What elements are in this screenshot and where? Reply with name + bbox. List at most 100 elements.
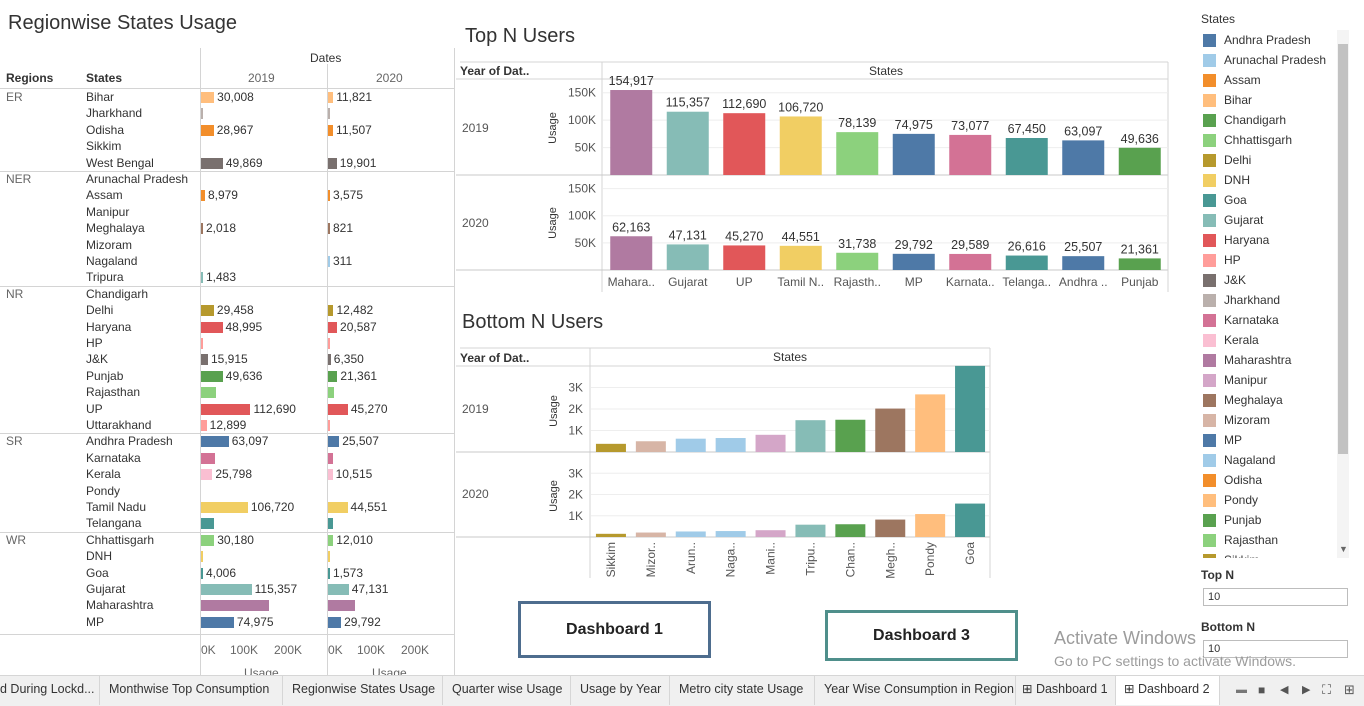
bottom-bar[interactable] bbox=[635, 441, 666, 452]
bottom-bar[interactable] bbox=[955, 503, 986, 537]
presentation-icon[interactable]: ⛶ bbox=[1322, 682, 1332, 697]
tab-during-lockdown[interactable]: d During Lockd... bbox=[0, 676, 100, 705]
tab-year-wise-consumption[interactable]: Year Wise Consumption in Region bbox=[815, 676, 1016, 705]
filmstrip-icon[interactable]: ▬ bbox=[1236, 684, 1247, 696]
legend-item[interactable]: Rajasthan bbox=[1203, 530, 1278, 550]
bottom-bar[interactable] bbox=[955, 365, 986, 452]
top-bar[interactable] bbox=[1118, 147, 1161, 175]
top-bar[interactable] bbox=[723, 245, 766, 270]
bottom-bar[interactable] bbox=[795, 420, 826, 452]
usage-bar bbox=[201, 600, 269, 612]
usage-label: 106,720 bbox=[250, 500, 295, 514]
top-bar[interactable] bbox=[723, 113, 766, 175]
legend-item[interactable]: Kerala bbox=[1203, 330, 1259, 350]
legend-item[interactable]: Mizoram bbox=[1203, 410, 1270, 430]
legend-swatch bbox=[1203, 473, 1216, 487]
state-label: Uttarakhand bbox=[86, 418, 152, 432]
top-bar[interactable] bbox=[610, 236, 653, 270]
legend-item[interactable]: Gujarat bbox=[1203, 210, 1263, 230]
bottom-bar[interactable] bbox=[715, 438, 746, 452]
tab-usage-by-year[interactable]: Usage by Year bbox=[571, 676, 670, 705]
usage-label: 10,515 bbox=[335, 467, 373, 482]
top-bar[interactable] bbox=[610, 90, 653, 175]
dashboard-3-button[interactable]: Dashboard 3 bbox=[825, 610, 1018, 661]
top-n-input[interactable] bbox=[1203, 588, 1348, 606]
legend-item[interactable]: Maharashtra bbox=[1203, 350, 1291, 370]
top-bar[interactable] bbox=[779, 245, 822, 270]
top-bar[interactable] bbox=[892, 253, 935, 270]
legend-item[interactable]: J&K bbox=[1203, 270, 1246, 290]
dashboard-1-button[interactable]: Dashboard 1 bbox=[518, 601, 711, 658]
top-bar[interactable] bbox=[1005, 137, 1048, 175]
grid-view-icon[interactable]: ⊞ bbox=[1344, 682, 1355, 697]
next-sheet-icon[interactable]: ▶ bbox=[1302, 684, 1311, 696]
legend-item[interactable]: Pondy bbox=[1203, 490, 1258, 510]
top-bar[interactable] bbox=[836, 132, 879, 175]
legend-item[interactable]: Haryana bbox=[1203, 230, 1269, 250]
legend-item[interactable]: Manipur bbox=[1203, 370, 1267, 390]
tab-quarter-wise-usage[interactable]: Quarter wise Usage bbox=[443, 676, 571, 705]
state-label: Sikkim bbox=[86, 139, 122, 154]
legend-item[interactable]: MP bbox=[1203, 430, 1242, 450]
tab-metro-city-state-usage[interactable]: Metro city state Usage bbox=[670, 676, 815, 705]
legend-item[interactable]: DNH bbox=[1203, 170, 1250, 190]
bottom-bar[interactable] bbox=[795, 524, 826, 537]
top-bar[interactable] bbox=[779, 116, 822, 175]
top-bar[interactable] bbox=[836, 252, 879, 270]
legend-item[interactable]: Chhattisgarh bbox=[1203, 130, 1292, 150]
legend-label: DNH bbox=[1224, 173, 1250, 187]
top-bar[interactable] bbox=[892, 133, 935, 175]
legend-item[interactable]: HP bbox=[1203, 250, 1241, 270]
sheet-sorter-icon[interactable]: ■ bbox=[1258, 683, 1266, 697]
top-bar[interactable] bbox=[1005, 255, 1048, 270]
bottom-bar[interactable] bbox=[595, 443, 626, 452]
bottom-bar[interactable] bbox=[675, 438, 706, 452]
prev-sheet-icon[interactable]: ◀ bbox=[1280, 684, 1289, 696]
legend-item[interactable]: Jharkhand bbox=[1203, 290, 1280, 310]
legend-item[interactable]: Punjab bbox=[1203, 510, 1261, 530]
bottom-bar[interactable] bbox=[835, 524, 866, 537]
legend-item[interactable]: Delhi bbox=[1203, 150, 1251, 170]
legend-item[interactable]: Andhra Pradesh bbox=[1203, 30, 1311, 50]
state-label: Manipur bbox=[86, 204, 130, 219]
tab-dashboard-1[interactable]: ⊞ Dashboard 1 bbox=[1016, 676, 1116, 705]
bottom-bar[interactable] bbox=[595, 533, 626, 537]
bottom-bar[interactable] bbox=[675, 531, 706, 537]
legend-item[interactable]: Arunachal Pradesh bbox=[1203, 50, 1326, 70]
top-bar[interactable] bbox=[666, 111, 709, 175]
legend-item[interactable]: Meghalaya bbox=[1203, 390, 1283, 410]
legend-item[interactable]: Karnataka bbox=[1203, 310, 1279, 330]
bottom-bar[interactable] bbox=[715, 531, 746, 537]
tab-regionwise-states-usage[interactable]: Regionwise States Usage bbox=[283, 676, 443, 705]
legend-item[interactable]: Goa bbox=[1203, 190, 1247, 210]
legend-item[interactable]: Assam bbox=[1203, 70, 1261, 90]
bottom-n-input[interactable] bbox=[1203, 640, 1348, 658]
bottom-bar[interactable] bbox=[835, 419, 866, 452]
top-bar[interactable] bbox=[1062, 256, 1105, 270]
top-bar[interactable] bbox=[949, 253, 992, 270]
top-bar[interactable] bbox=[1062, 140, 1105, 175]
top-bar[interactable] bbox=[666, 244, 709, 270]
usage-bar bbox=[328, 190, 330, 202]
bottom-category-label: Pondy bbox=[923, 542, 937, 576]
legend-scrollbar[interactable]: ▼ bbox=[1337, 30, 1349, 558]
legend-scroll-thumb[interactable] bbox=[1338, 44, 1348, 454]
bottom-bar[interactable] bbox=[915, 394, 946, 452]
tab-dashboard-2[interactable]: ⊞ Dashboard 2 bbox=[1116, 676, 1220, 705]
bottom-bar[interactable] bbox=[635, 532, 666, 537]
scroll-down-icon[interactable]: ▼ bbox=[1339, 544, 1348, 554]
bottom-bar[interactable] bbox=[875, 519, 906, 537]
legend-item[interactable]: Sikkim bbox=[1203, 550, 1259, 558]
legend-item[interactable]: Odisha bbox=[1203, 470, 1262, 490]
legend-item[interactable]: Nagaland bbox=[1203, 450, 1275, 470]
top-bar[interactable] bbox=[949, 134, 992, 175]
top-bar[interactable] bbox=[1118, 258, 1161, 270]
tab-monthwise-top-consumption[interactable]: Monthwise Top Consumption bbox=[100, 676, 283, 705]
bottom-bar[interactable] bbox=[755, 434, 786, 452]
bottom-bar[interactable] bbox=[875, 408, 906, 452]
bottom-bar[interactable] bbox=[915, 514, 946, 537]
bottom-bar[interactable] bbox=[755, 530, 786, 537]
legend-item[interactable]: Bihar bbox=[1203, 90, 1252, 110]
legend-item[interactable]: Chandigarh bbox=[1203, 110, 1286, 130]
axis-label-2020: Usage bbox=[372, 666, 407, 675]
